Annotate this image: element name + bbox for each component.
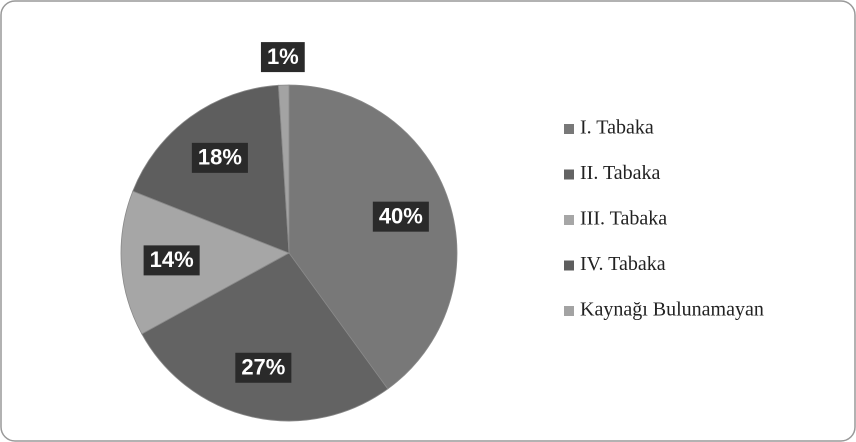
legend-label: III. Tabaka (580, 208, 667, 230)
data-label: 40% (379, 203, 423, 228)
data-label: 14% (150, 247, 194, 272)
data-label-box (143, 245, 200, 276)
legend-label: Kaynağı Bulunamayan (580, 299, 764, 321)
pie-slice (141, 252, 389, 422)
legend-label: IV. Tabaka (580, 253, 666, 275)
data-label: 18% (198, 145, 242, 170)
legend-swatch (564, 124, 574, 134)
legend-label: I. Tabaka (580, 117, 654, 139)
legend-label: II. Tabaka (580, 162, 661, 184)
legend-swatch (564, 215, 574, 225)
legend-swatch (564, 260, 574, 271)
data-label: 27% (241, 355, 285, 380)
pie-slice (288, 84, 458, 390)
data-label-box (235, 352, 292, 383)
pie-slice (120, 190, 290, 335)
data-label-box (260, 42, 305, 73)
legend-swatch (564, 306, 574, 316)
data-label-box (372, 201, 429, 232)
pie-slice (278, 84, 290, 254)
data-label-box (191, 142, 248, 173)
legend-swatch (564, 169, 574, 180)
data-label: 1% (267, 44, 299, 69)
